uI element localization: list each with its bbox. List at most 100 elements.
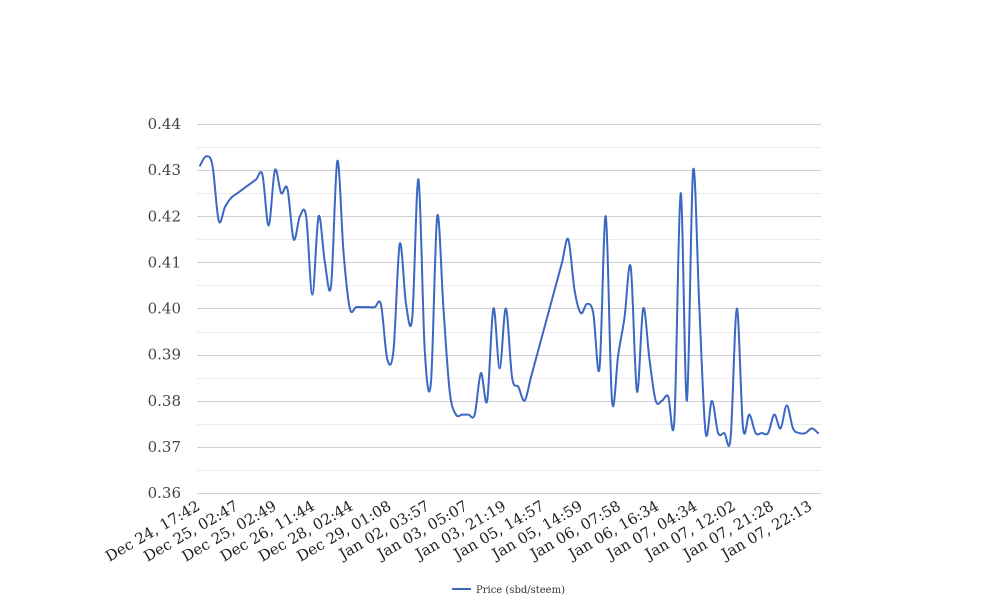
data-point [243, 188, 245, 190]
data-point [748, 414, 750, 416]
data-point [717, 432, 719, 434]
grid-layer [197, 124, 821, 494]
data-point [236, 192, 238, 194]
data-point [205, 155, 207, 157]
data-point [261, 174, 263, 176]
data-point [218, 220, 220, 222]
data-point [599, 367, 601, 369]
data-point [524, 400, 526, 402]
data-point [798, 432, 800, 434]
data-point [767, 432, 769, 434]
y-tick-label: 0.41 [148, 253, 181, 271]
y-tick-label: 0.44 [148, 115, 181, 133]
data-point [467, 414, 469, 416]
data-point [311, 294, 313, 296]
data-point [405, 303, 407, 305]
data-point [286, 188, 288, 190]
data-point [773, 414, 775, 416]
data-point [474, 414, 476, 416]
data-point [561, 261, 563, 263]
data-point [386, 358, 388, 360]
data-point [530, 377, 532, 379]
data-point [436, 215, 438, 217]
data-point [517, 386, 519, 388]
data-point [592, 312, 594, 314]
data-point [361, 306, 363, 308]
data-point [399, 243, 401, 245]
data-point [442, 308, 444, 310]
data-point [817, 432, 819, 434]
data-point [730, 437, 732, 439]
data-point [792, 427, 794, 429]
data-point [349, 308, 351, 310]
data-point [374, 306, 376, 308]
data-point [692, 169, 694, 171]
data-point [623, 317, 625, 319]
data-point [574, 289, 576, 291]
y-tick-label: 0.38 [148, 392, 181, 410]
y-tick-label: 0.42 [148, 207, 181, 225]
data-point [324, 261, 326, 263]
series-layer [199, 155, 819, 447]
data-point [411, 317, 413, 319]
data-point [280, 192, 282, 194]
data-point [230, 197, 232, 199]
data-point [786, 404, 788, 406]
data-point [630, 266, 632, 268]
data-point [736, 308, 738, 310]
data-point [686, 400, 688, 402]
data-point [380, 304, 382, 306]
data-point [555, 284, 557, 286]
data-point [199, 165, 201, 167]
data-point [536, 354, 538, 356]
data-point [667, 395, 669, 397]
data-point [636, 391, 638, 393]
data-point [780, 427, 782, 429]
data-point [330, 284, 332, 286]
data-point [449, 391, 451, 393]
data-point [211, 165, 213, 167]
data-point [249, 183, 251, 185]
data-point [511, 377, 513, 379]
data-point [299, 215, 301, 217]
data-point [461, 414, 463, 416]
data-point [761, 432, 763, 434]
y-tick-label: 0.39 [148, 346, 181, 364]
data-point [293, 238, 295, 240]
data-point [723, 432, 725, 434]
data-point [268, 224, 270, 226]
y-tick-label: 0.37 [148, 438, 181, 456]
data-point [343, 252, 345, 254]
data-point [430, 381, 432, 383]
data-point [680, 192, 682, 194]
data-point [567, 238, 569, 240]
data-point [393, 349, 395, 351]
data-point [586, 303, 588, 305]
data-point [505, 308, 507, 310]
data-point [336, 160, 338, 162]
data-point [811, 427, 813, 429]
data-point [274, 169, 276, 171]
data-point [549, 308, 551, 310]
data-point [580, 312, 582, 314]
data-point [486, 400, 488, 402]
data-point [368, 306, 370, 308]
data-point [805, 432, 807, 434]
data-point [642, 308, 644, 310]
data-point [648, 358, 650, 360]
data-point [224, 206, 226, 208]
data-point [617, 354, 619, 356]
data-point [542, 331, 544, 333]
data-point [355, 306, 357, 308]
data-point [480, 372, 482, 374]
data-point [417, 178, 419, 180]
data-point [424, 349, 426, 351]
data-point [742, 427, 744, 429]
data-point [611, 400, 613, 402]
y-tick-label: 0.43 [148, 161, 181, 179]
data-point [492, 308, 494, 310]
data-point [305, 215, 307, 217]
